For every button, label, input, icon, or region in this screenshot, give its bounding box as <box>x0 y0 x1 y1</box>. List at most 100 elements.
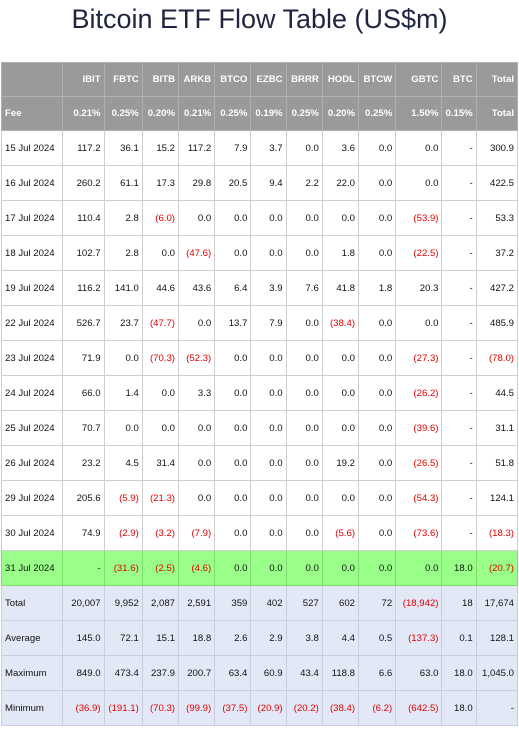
table-cell: 0.19% <box>250 96 287 131</box>
table-cell: 205.6 <box>62 480 105 516</box>
table-cell: - <box>441 270 477 306</box>
table-cell: 15.1 <box>141 620 180 656</box>
table-cell: 0.0 <box>285 305 323 341</box>
table-cell: - <box>441 410 477 446</box>
table-cell: (191.1) <box>103 690 143 726</box>
table-cell: 31.4 <box>141 445 180 481</box>
table-cell: BRRR <box>285 62 323 97</box>
table-cell: 0.0 <box>103 340 143 376</box>
row-label-cell: Maximum <box>0 655 64 691</box>
table-cell: 422.5 <box>475 165 519 201</box>
table-cell: 0.0 <box>250 340 287 376</box>
table-cell: 0.0 <box>358 445 397 481</box>
table-cell: 1,045.0 <box>475 655 519 691</box>
table-cell: 4.5 <box>103 445 143 481</box>
table-row: 24 Jul 2024 66.0 1.4 0.0 3.3 0.0 0.0 0.0 0.0 0.0(… <box>0 375 519 411</box>
table-cell: 0.25% <box>103 96 143 131</box>
table-cell: 2.9 <box>250 620 287 656</box>
table-cell: 0.0 <box>214 200 252 236</box>
table-cell: IBIT <box>62 62 105 97</box>
table-cell: 0.0 <box>358 340 397 376</box>
table-cell: 0.0 <box>358 200 397 236</box>
table-cell: (37.5) <box>214 690 252 726</box>
table-cell: 66.0 <box>62 375 105 411</box>
table-cell: 70.7 <box>62 410 105 446</box>
table-cell: (18.3) <box>475 515 519 551</box>
table-cell: 9.4 <box>250 165 287 201</box>
table-cell: 71.9 <box>62 340 105 376</box>
table-cell: 7.9 <box>214 130 252 166</box>
table-cell: - <box>441 515 477 551</box>
table-cell: 3.7 <box>250 130 287 166</box>
table-cell: 0.0 <box>358 410 397 446</box>
summary-row: Average 145.0 72.1 15.1 18.8 2.6 2.9 3.8 4.4 0.5(… <box>0 620 519 656</box>
table-cell: 2.8 <box>103 235 143 271</box>
table-cell: 72 <box>358 585 397 621</box>
table-cell: 2.8 <box>103 200 143 236</box>
table-row: 17 Jul 2024 110.4 2.8 (6.0) 0.0 0.0 0.0 0.0 0.0 0… <box>0 200 519 236</box>
table-cell: (22.5) <box>395 235 443 271</box>
table-cell: - <box>441 130 477 166</box>
table-cell: (70.3) <box>141 690 180 726</box>
table-cell: 23.2 <box>62 445 105 481</box>
table-cell: 0.0 <box>358 165 397 201</box>
table-cell: (26.5) <box>395 445 443 481</box>
table-cell: 18.0 <box>441 655 477 691</box>
row-label-cell: Average <box>0 620 64 656</box>
table-cell: 0.21% <box>177 96 216 131</box>
table-cell: 0.0 <box>285 200 323 236</box>
row-label-cell: 29 Jul 2024 <box>0 480 64 516</box>
table-cell: (6.2) <box>358 690 397 726</box>
table-cell: (70.3) <box>141 340 180 376</box>
table-cell: 22.0 <box>321 165 360 201</box>
table-cell: 0.0 <box>250 410 287 446</box>
table-cell: 0.0 <box>177 445 216 481</box>
table-cell: (47.7) <box>141 305 180 341</box>
table-cell: 0.0 <box>285 550 323 586</box>
table-cell: 0.0 <box>214 375 252 411</box>
highlighted-row: 31 Jul 2024- (31.6) (2.5) (4.6) 0.0 0.0 0.0 0.0… <box>0 550 519 586</box>
table-cell: (2.5) <box>141 550 180 586</box>
table-cell: 0.0 <box>285 235 323 271</box>
page-title: Bitcoin ETF Flow Table (US$m) <box>71 4 448 34</box>
row-label-cell: 17 Jul 2024 <box>0 200 64 236</box>
table-cell: 3.9 <box>250 270 287 306</box>
table-cell: 0.0 <box>321 480 360 516</box>
table-row: 26 Jul 2024 23.2 4.5 31.4 0.0 0.0 0.0 0.0 19.2 0.… <box>0 445 519 481</box>
table-cell: 0.0 <box>177 480 216 516</box>
summary-row: Maximum 849.0 473.4 237.9 200.7 63.4 60.9 43.4 1… <box>0 655 519 691</box>
table-cell: 43.4 <box>285 655 323 691</box>
table-cell: 41.8 <box>321 270 360 306</box>
row-label-cell: 31 Jul 2024 <box>0 550 64 586</box>
table-cell: 15.2 <box>141 130 180 166</box>
table-cell: (642.5) <box>395 690 443 726</box>
table-cell: (38.4) <box>321 690 360 726</box>
table-cell: 473.4 <box>103 655 143 691</box>
table-cell: - <box>441 480 477 516</box>
table-cell: 0.1 <box>441 620 477 656</box>
table-cell: 300.9 <box>475 130 519 166</box>
table-cell: 18.8 <box>177 620 216 656</box>
table-cell: 0.25% <box>285 96 323 131</box>
table-cell: 0.21% <box>62 96 105 131</box>
table-cell: 0.0 <box>285 445 323 481</box>
table-cell: 128.1 <box>475 620 519 656</box>
table-cell: 44.5 <box>475 375 519 411</box>
table-row: 19 Jul 2024 116.2 141.0 44.6 43.6 6.4 3.9 7.6 41… <box>0 270 519 306</box>
row-label-cell: 30 Jul 2024 <box>0 515 64 551</box>
table-row: 23 Jul 2024 71.9 0.0 (70.3) (52.3) 0.0 0.0 0.0 0… <box>0 340 519 376</box>
row-label-cell: Total <box>0 585 64 621</box>
summary-row: Minimum (36.9) (191.1) (70.3) (99.9) (37.5) (2… <box>0 690 519 726</box>
row-label-cell: 23 Jul 2024 <box>0 340 64 376</box>
table-cell: 6.6 <box>358 655 397 691</box>
table-cell: ARKB <box>177 62 216 97</box>
table-cell: 116.2 <box>62 270 105 306</box>
table-row: 29 Jul 2024 205.6 (5.9) (21.3) 0.0 0.0 0.0 0.0 0… <box>0 480 519 516</box>
row-label-cell <box>0 62 64 97</box>
table-cell: (73.6) <box>395 515 443 551</box>
table-cell: 0.15% <box>441 96 477 131</box>
table-cell: 0.25% <box>214 96 252 131</box>
table-cell: (5.6) <box>321 515 360 551</box>
table-cell: 359 <box>214 585 252 621</box>
table-cell: - <box>475 690 519 726</box>
